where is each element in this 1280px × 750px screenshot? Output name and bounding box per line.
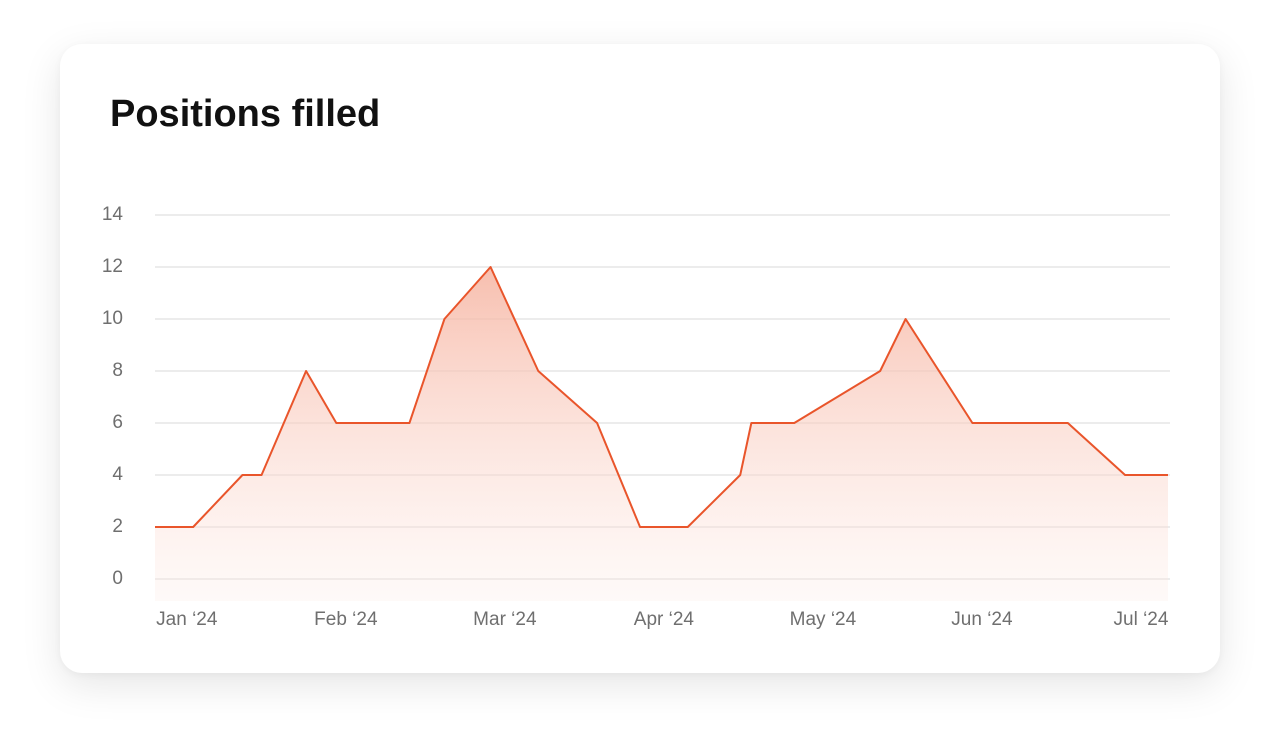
y-tick-label: 2 xyxy=(112,516,123,537)
area xyxy=(155,267,1168,601)
x-tick-label: May ‘24 xyxy=(790,609,857,630)
y-tick-label: 6 xyxy=(112,412,123,433)
x-tick-label: Jul ‘24 xyxy=(1114,609,1169,630)
y-tick-label: 12 xyxy=(102,256,123,277)
line xyxy=(155,266,1168,528)
chart-title: Positions filled xyxy=(110,93,380,135)
x-tick-label: Apr ‘24 xyxy=(634,609,695,630)
x-tick-label: Feb ‘24 xyxy=(314,609,378,630)
x-tick-label: Jun ‘24 xyxy=(951,609,1013,630)
y-tick-label: 0 xyxy=(112,568,123,589)
x-tick-label: Jan ‘24 xyxy=(156,609,218,630)
y-tick-label: 14 xyxy=(102,204,124,225)
y-tick-label: 4 xyxy=(112,464,123,485)
y-tick-label: 10 xyxy=(102,308,123,329)
x-tick-label: Mar ‘24 xyxy=(473,609,537,630)
y-tick-label: 8 xyxy=(112,360,123,381)
